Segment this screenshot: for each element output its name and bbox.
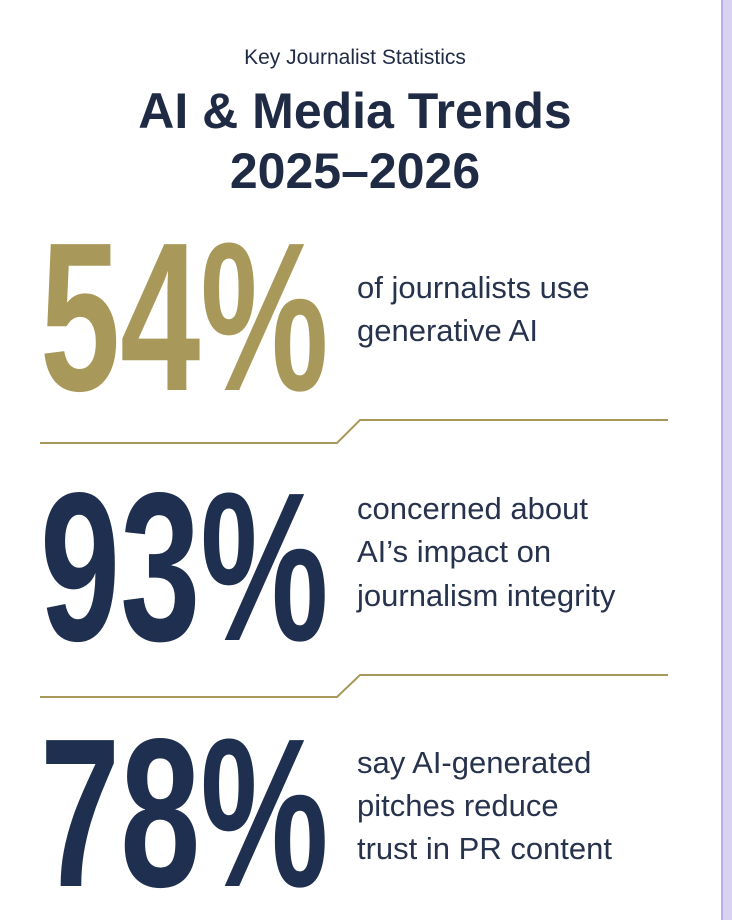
side-border xyxy=(721,0,732,920)
stat-description: of journalists use xyxy=(357,270,590,305)
stat-description: pitches reduce xyxy=(357,788,559,823)
side-border-edge xyxy=(721,0,723,920)
stat-description: say AI-generated xyxy=(357,745,591,780)
stat-figure: 78% xyxy=(40,695,329,920)
stat-description: journalism integrity xyxy=(356,578,616,613)
divider xyxy=(40,419,668,444)
stat-description: AI’s impact on xyxy=(357,534,551,569)
stat-description: concerned about xyxy=(357,491,588,526)
divider xyxy=(40,674,668,698)
title-line: 2025–2026 xyxy=(230,143,480,199)
stat-figure: 54% xyxy=(40,199,329,435)
subtitle: Key Journalist Statistics xyxy=(244,46,466,69)
stat-figure: 93% xyxy=(40,449,329,685)
title-line: AI & Media Trends xyxy=(138,83,571,139)
stats: 54% of journalists use generative AI 93% con… xyxy=(40,199,616,920)
stat-description: generative AI xyxy=(357,313,538,348)
stat-description: trust in PR content xyxy=(357,831,612,866)
